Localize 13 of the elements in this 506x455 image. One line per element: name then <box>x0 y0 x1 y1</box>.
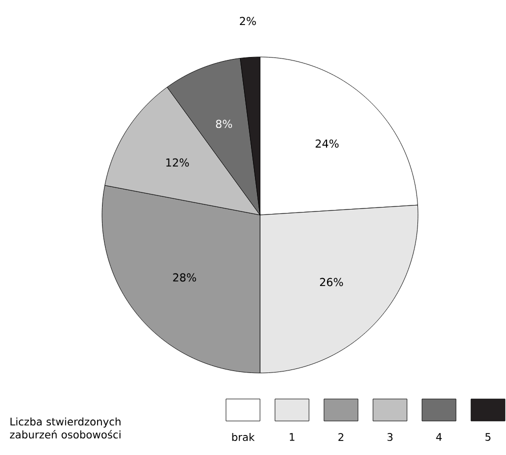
data-label: 24% <box>316 139 339 148</box>
legend-label: 2 <box>338 433 344 441</box>
data-label: 12% <box>166 158 189 167</box>
legend-label: 5 <box>485 433 490 441</box>
legend-title: Liczba stwierdzonych zaburzeń osobowości <box>10 417 120 438</box>
data-label: 2% <box>240 16 256 26</box>
legend-label: 3 <box>387 433 392 441</box>
data-label: 28% <box>173 273 196 282</box>
data-label: 26% <box>320 278 343 286</box>
legend-label: 4 <box>436 433 442 441</box>
legend-label: brak <box>232 432 255 442</box>
data-label: 8% <box>216 120 232 128</box>
legend-label: 1 <box>290 433 294 441</box>
